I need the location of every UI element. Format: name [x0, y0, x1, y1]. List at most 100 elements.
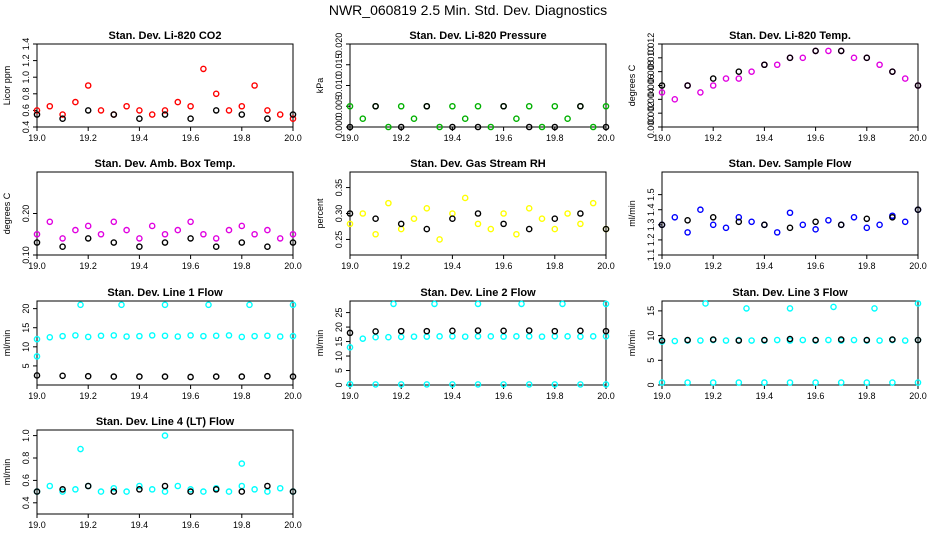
y-tick-label: 5	[334, 368, 344, 373]
y-tick-label: 1.2	[646, 234, 656, 247]
data-point	[187, 488, 194, 495]
data-point	[786, 379, 794, 386]
data-point	[602, 123, 610, 131]
panel-title: Stan. Dev. Sample Flow	[729, 158, 852, 170]
data-point	[225, 332, 233, 339]
data-point	[59, 243, 66, 250]
data-point	[385, 199, 392, 207]
data-point	[709, 221, 717, 229]
y-tick-label: 0	[334, 382, 344, 387]
x-tick-label: 19.6	[182, 133, 200, 143]
data-point	[423, 225, 431, 233]
data-point	[702, 300, 709, 307]
data-point	[123, 226, 130, 234]
x-tick-label: 19.2	[704, 391, 722, 401]
data-point	[212, 373, 220, 380]
data-point	[123, 333, 130, 340]
data-point	[513, 333, 520, 340]
data-point	[799, 54, 807, 62]
x-tick-label: 19.2	[392, 133, 410, 143]
data-point	[187, 235, 194, 242]
data-point	[174, 226, 182, 234]
data-point	[449, 381, 456, 388]
data-point	[914, 300, 922, 307]
plot-frame	[349, 300, 607, 386]
data-point	[212, 235, 220, 242]
y-axis-label: degrees C	[2, 192, 12, 234]
data-point	[123, 488, 130, 495]
chart-panel-6: Stan. Dev. Sample Flow ml/min 19.0 19.2 19.4…	[627, 158, 927, 271]
data-point	[187, 218, 194, 226]
x-tick-label: 20.0	[284, 261, 302, 271]
data-point	[97, 488, 105, 495]
x-tick-label: 19.6	[182, 261, 200, 271]
data-point	[914, 336, 922, 344]
x-tick-label: 19.4	[444, 261, 462, 271]
y-tick-label: 0.006	[646, 74, 656, 97]
data-point	[538, 215, 546, 222]
y-tick-label: 1.1	[646, 249, 656, 262]
panel-title: Stan. Dev. Gas Stream RH	[410, 158, 546, 170]
x-tick-label: 19.0	[341, 133, 359, 143]
data-point	[436, 123, 443, 131]
y-axis-label: percent	[315, 198, 325, 229]
data-point	[161, 230, 169, 238]
y-tick-label: 5	[21, 363, 31, 368]
data-point	[577, 102, 584, 110]
data-point	[423, 102, 431, 110]
data-point	[761, 379, 768, 386]
data-point	[251, 230, 258, 238]
data-point	[84, 222, 92, 230]
data-point	[786, 305, 794, 312]
y-tick-label: 0.008	[646, 60, 656, 83]
chart-panel-2: Stan. Dev. Li-820 Pressure kPa 19.0 19.2 19.…	[315, 30, 615, 143]
x-tick-label: 19.4	[444, 133, 462, 143]
data-point	[77, 445, 84, 453]
data-point	[372, 230, 379, 238]
data-point	[735, 75, 743, 82]
x-tick-label: 19.8	[546, 261, 564, 271]
data-point	[359, 210, 367, 217]
data-point	[812, 226, 819, 233]
data-point	[761, 61, 768, 69]
data-point	[684, 336, 691, 344]
x-tick-label: 19.0	[28, 520, 46, 530]
data-point	[397, 123, 405, 131]
data-point	[436, 236, 443, 243]
data-point	[697, 337, 704, 344]
y-tick-label: 0.4	[21, 121, 31, 134]
data-point	[110, 111, 118, 118]
data-point	[577, 210, 584, 217]
data-point	[205, 301, 212, 309]
chart-panel-5: Stan. Dev. Gas Stream RH percent 19.0 19.2 1…	[315, 158, 615, 271]
data-point	[289, 115, 297, 122]
x-tick-label: 19.2	[392, 391, 410, 401]
data-point	[161, 482, 169, 490]
data-point	[161, 107, 169, 114]
x-tick-label: 19.8	[233, 391, 251, 401]
data-point	[200, 332, 207, 340]
y-axis-label: ml/min	[627, 330, 637, 357]
data-point	[33, 111, 41, 118]
data-point	[200, 65, 207, 73]
x-tick-label: 19.6	[182, 391, 200, 401]
data-point	[238, 460, 246, 467]
chart-panel-10: Stan. Dev. Line 4 (LT) Flow ml/min 19.0 19.…	[2, 416, 302, 530]
y-tick-label: 0	[646, 382, 656, 387]
data-point	[246, 301, 253, 309]
data-point	[346, 344, 354, 351]
data-point	[449, 215, 456, 222]
data-point	[837, 336, 845, 343]
data-point	[863, 224, 871, 232]
data-point	[59, 372, 66, 380]
data-point	[110, 332, 118, 339]
data-point	[671, 96, 679, 103]
y-tick-label: 1.5	[646, 188, 656, 201]
data-point	[837, 221, 845, 229]
y-tick-label: 0.8	[21, 88, 31, 101]
data-point	[773, 336, 781, 344]
data-point	[346, 123, 354, 131]
x-tick-label: 19.8	[233, 520, 251, 530]
data-point	[359, 115, 367, 122]
data-point	[174, 98, 182, 106]
